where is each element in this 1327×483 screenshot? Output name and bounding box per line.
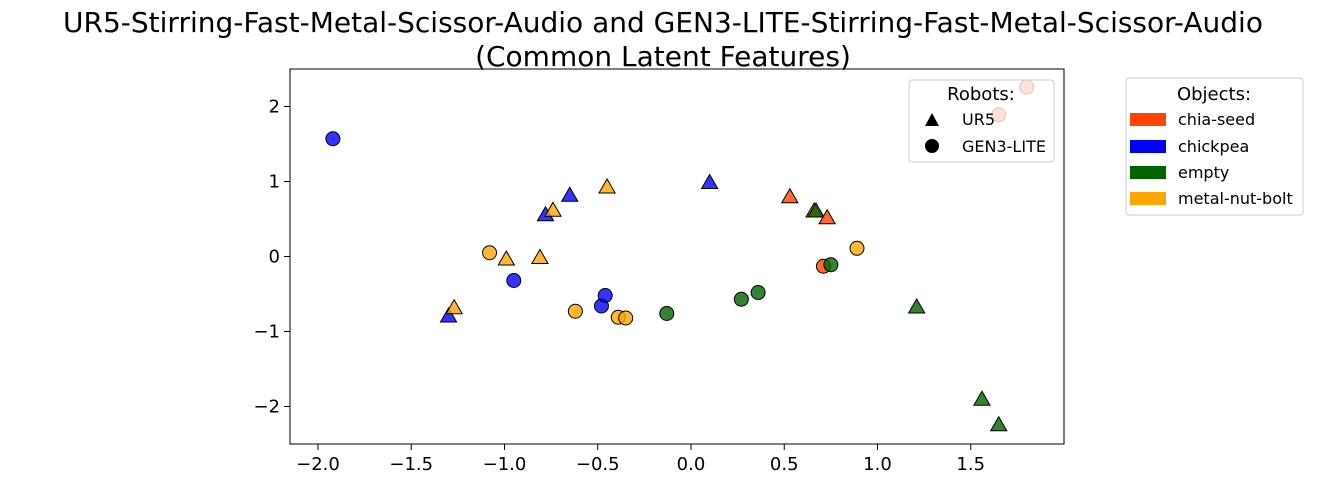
x-tick-label: 0.5: [770, 454, 799, 475]
y-tick-label: 0: [269, 247, 280, 268]
data-point-ur5-chickpea: [700, 173, 719, 190]
objects-legend-box: [1125, 77, 1304, 216]
data-point-ur5-empty: [907, 297, 926, 314]
data-point-ur5-metal-nut-bolt: [497, 249, 516, 266]
data-point-gen3-lite-empty: [733, 291, 749, 307]
x-tick-label: 1.0: [863, 454, 892, 475]
data-points: [325, 79, 1035, 432]
data-point-gen3-lite-empty: [659, 306, 675, 321]
robots-legend: Robots: UR5 GEN3-LITE: [908, 79, 1055, 163]
robots-legend-box: [908, 79, 1055, 163]
data-point-ur5-empty: [972, 390, 991, 406]
legend-label-metal-nut-bolt: metal-nut-bolt: [1178, 189, 1293, 208]
robots-legend-label-ur5: UR5: [962, 110, 995, 129]
y-tick-label: 1: [269, 172, 280, 193]
chart-subtitle: (Common Latent Features): [475, 40, 851, 73]
legend-swatch-chickpea: [1130, 140, 1166, 153]
x-tick-label: −1.0: [483, 454, 527, 475]
data-point-ur5-empty: [807, 201, 825, 218]
y-tick-label: 2: [269, 97, 280, 118]
legend-label-chia-seed: chia-seed: [1178, 110, 1255, 129]
x-tick-label: −2.0: [296, 454, 340, 475]
data-point-gen3-lite-metal-nut-bolt: [849, 240, 865, 256]
data-point-ur5-metal-nut-bolt: [544, 201, 562, 217]
objects-legend: Objects: chia-seed chickpea empty metal-…: [1125, 77, 1304, 216]
legend-swatch-metal-nut-bolt: [1130, 192, 1166, 205]
x-tick-label: −1.5: [389, 454, 433, 475]
x-tick-label: 1.5: [956, 454, 985, 475]
robots-legend-title: Robots:: [947, 84, 1015, 105]
data-point-ur5-chickpea: [439, 306, 458, 323]
x-tick-label: 0.0: [677, 454, 706, 475]
legend-label-chickpea: chickpea: [1178, 137, 1249, 156]
data-point-ur5-empty: [989, 415, 1008, 432]
data-point-ur5-metal-nut-bolt: [598, 177, 616, 194]
robots-legend-label-gen3-lite: GEN3-LITE: [962, 137, 1046, 156]
data-point-gen3-lite-empty: [750, 285, 766, 300]
data-point-ur5-chickpea: [560, 186, 579, 202]
triangle-marker-icon: [925, 113, 939, 126]
data-point-gen3-lite-empty: [823, 257, 839, 273]
legend-swatch-empty: [1130, 166, 1166, 179]
data-point-ur5-chia-seed: [818, 208, 837, 225]
legend-swatch-chia-seed: [1130, 113, 1166, 126]
chart-title: UR5-Stirring-Fast-Metal-Scissor-Audio an…: [63, 6, 1263, 39]
legend-label-empty: empty: [1178, 163, 1229, 182]
data-point-ur5-metal-nut-bolt: [530, 248, 549, 265]
data-point-gen3-lite-metal-nut-bolt: [618, 310, 634, 326]
data-point-ur5-chia-seed: [780, 187, 799, 204]
data-point-gen3-lite-chickpea: [597, 288, 613, 303]
y-tick-label: −1: [253, 322, 280, 343]
data-point-ur5-metal-nut-bolt: [445, 298, 464, 315]
circle-marker-icon: [925, 139, 939, 153]
x-tick-label: −0.5: [576, 454, 620, 475]
y-tick-label: −2: [253, 397, 280, 418]
data-point-gen3-lite-chickpea: [325, 131, 341, 147]
data-point-gen3-lite-chickpea: [506, 273, 522, 288]
data-point-gen3-lite-metal-nut-bolt: [482, 245, 498, 261]
objects-legend-title: Objects:: [1177, 84, 1251, 105]
y-axis: 2 1 0 −1 −2: [253, 97, 290, 418]
data-point-gen3-lite-metal-nut-bolt: [567, 303, 583, 319]
x-axis: −2.0 −1.5 −1.0 −0.5 0.0 0.5 1.0 1.5: [296, 444, 985, 475]
